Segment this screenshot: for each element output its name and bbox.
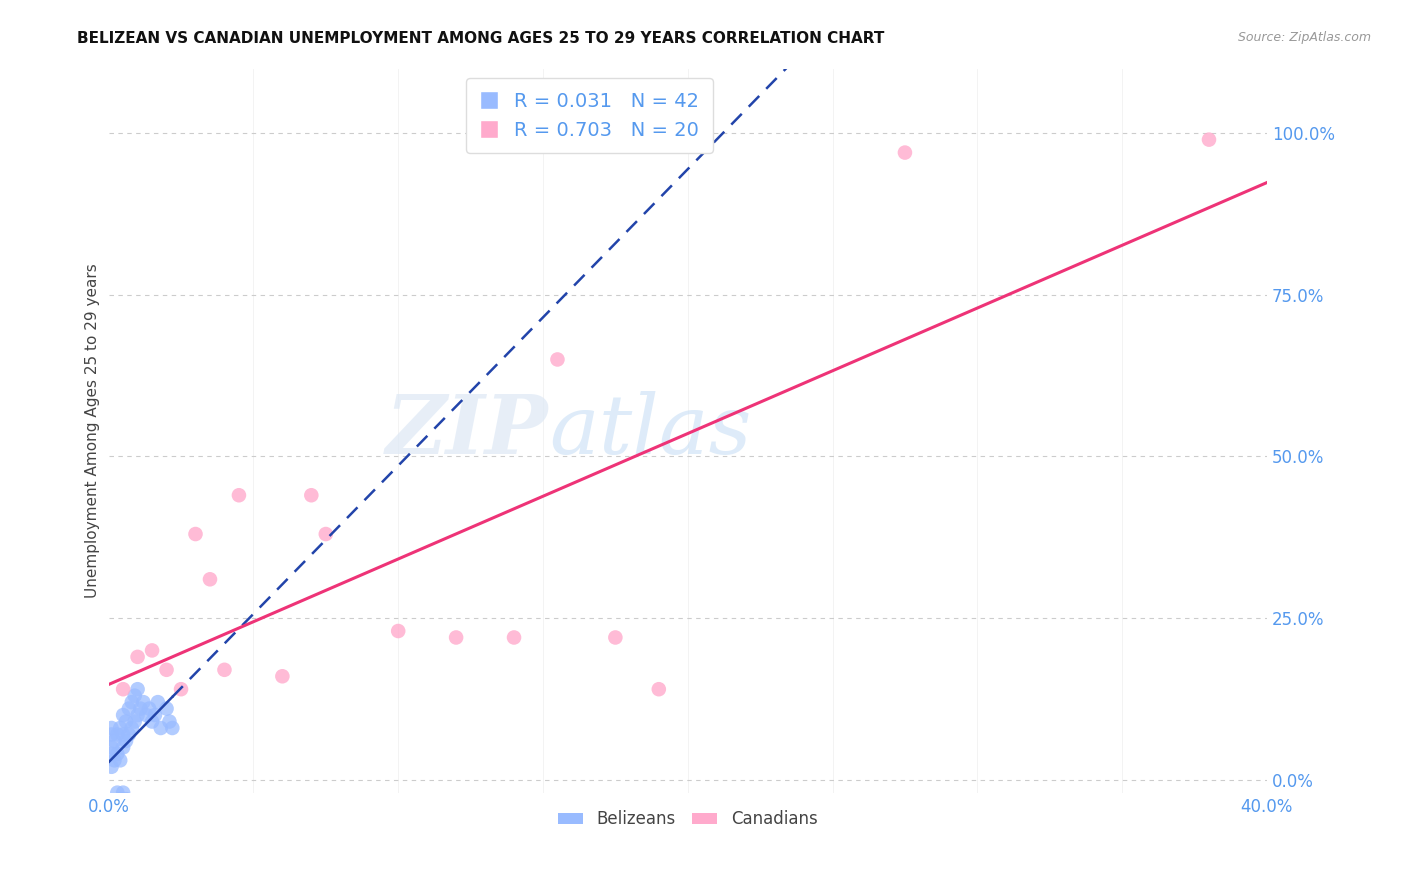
Point — [110, 792, 132, 806]
Point — [100, 727, 122, 741]
Point — [118, 798, 141, 813]
Point — [155, 663, 177, 677]
Text: Source: ZipAtlas.com: Source: ZipAtlas.com — [1237, 31, 1371, 45]
Point — [121, 695, 143, 709]
Point — [135, 708, 157, 723]
Point — [115, 734, 138, 748]
Point — [138, 701, 160, 715]
Y-axis label: Unemployment Among Ages 25 to 29 years: Unemployment Among Ages 25 to 29 years — [86, 263, 100, 598]
Point — [184, 527, 207, 541]
Point — [143, 708, 166, 723]
Point — [100, 740, 122, 755]
Point — [127, 649, 149, 664]
Point — [110, 721, 132, 735]
Point — [118, 727, 141, 741]
Point — [1198, 133, 1220, 147]
Point — [387, 624, 409, 638]
Point — [149, 721, 172, 735]
Point — [112, 740, 135, 755]
Point — [103, 805, 125, 819]
Point — [605, 631, 627, 645]
Point — [105, 786, 128, 800]
Text: BELIZEAN VS CANADIAN UNEMPLOYMENT AMONG AGES 25 TO 29 YEARS CORRELATION CHART: BELIZEAN VS CANADIAN UNEMPLOYMENT AMONG … — [77, 31, 884, 46]
Point — [115, 714, 138, 729]
Point — [271, 669, 294, 683]
Point — [299, 488, 322, 502]
Point — [214, 663, 236, 677]
Point — [105, 747, 128, 761]
Point — [546, 352, 568, 367]
Point — [146, 695, 169, 709]
Point — [100, 760, 122, 774]
Point — [170, 682, 193, 697]
Point — [198, 572, 221, 586]
Point — [110, 753, 132, 767]
Point — [115, 792, 138, 806]
Point — [100, 747, 122, 761]
Point — [112, 786, 135, 800]
Point — [155, 701, 177, 715]
Point — [315, 527, 337, 541]
Text: ZIP: ZIP — [387, 391, 548, 471]
Point — [894, 145, 917, 160]
Point — [124, 714, 146, 729]
Point — [228, 488, 250, 502]
Point — [159, 714, 181, 729]
Point — [129, 701, 152, 715]
Point — [112, 682, 135, 697]
Point — [105, 727, 128, 741]
Point — [648, 682, 671, 697]
Point — [105, 812, 128, 826]
Point — [124, 689, 146, 703]
Point — [103, 753, 125, 767]
Point — [103, 734, 125, 748]
Point — [112, 727, 135, 741]
Point — [141, 643, 163, 657]
Point — [503, 631, 526, 645]
Text: atlas: atlas — [548, 391, 751, 471]
Point — [118, 701, 141, 715]
Legend: Belizeans, Canadians: Belizeans, Canadians — [551, 804, 824, 835]
Point — [112, 708, 135, 723]
Point — [100, 721, 122, 735]
Point — [121, 721, 143, 735]
Point — [127, 682, 149, 697]
Point — [132, 695, 155, 709]
Point — [127, 708, 149, 723]
Point — [162, 721, 184, 735]
Point — [444, 631, 467, 645]
Point — [141, 714, 163, 729]
